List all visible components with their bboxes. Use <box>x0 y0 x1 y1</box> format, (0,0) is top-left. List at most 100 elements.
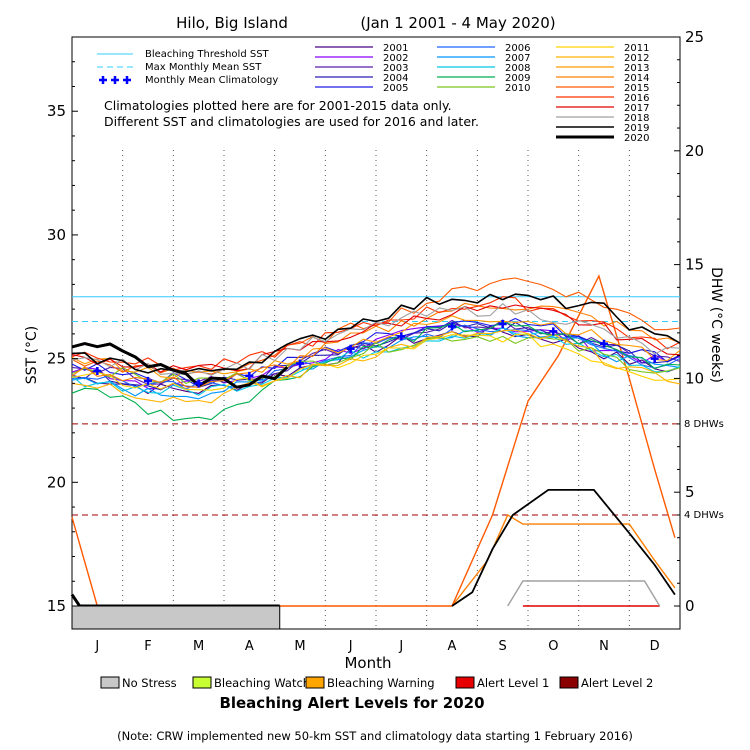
alert-legend-swatch <box>455 676 475 689</box>
x-tick-label: S <box>499 639 507 654</box>
legend-year-label: 2015 <box>624 83 649 94</box>
legend-year-label: 2003 <box>383 63 408 74</box>
y-tick-label-left: 20 <box>47 473 66 491</box>
alert-legend-label: No Stress <box>122 676 177 690</box>
sst-line-2009 <box>71 320 681 421</box>
legend-year-label: 2006 <box>505 43 530 54</box>
legend-year-label: 2020 <box>624 133 649 144</box>
alert-legend-label: Alert Level 2 <box>581 676 653 690</box>
x-tick-label: N <box>599 639 609 654</box>
chart-date-range: (Jan 1 2001 - 4 May 2020) <box>360 14 555 32</box>
x-tick-label: M <box>193 639 204 654</box>
legend-year-label: 2008 <box>505 63 530 74</box>
dhw-8-label: 8 DHWs <box>684 419 724 430</box>
legend-year-label: 2010 <box>505 83 530 94</box>
legend-ref-label: Bleaching Threshold SST <box>145 49 270 60</box>
alert-legend-swatch <box>559 676 579 689</box>
sst-line-2015 <box>71 277 681 375</box>
dhw-line-2019 <box>451 488 676 607</box>
x-tick-label: F <box>144 639 151 654</box>
climatology-marker <box>296 359 304 368</box>
alert-legend-label: Bleaching Watch <box>214 676 310 690</box>
y-tick-label-left: 30 <box>47 226 66 244</box>
alert-legend-label: Alert Level 1 <box>477 676 549 690</box>
y-axis-label-left: SST (°C) <box>24 326 40 384</box>
legend-year-label: 2001 <box>383 43 408 54</box>
legend-year-label: 2002 <box>383 53 408 64</box>
legend-year-label: 2014 <box>624 73 649 84</box>
legend: Bleaching Threshold SST Max Monthly Mean … <box>97 43 649 144</box>
sst-line-2012 <box>71 329 681 404</box>
legend-year-label: 2009 <box>505 73 530 84</box>
x-tick-label: D <box>650 639 660 654</box>
x-tick-label: A <box>448 639 457 654</box>
climatology-marker <box>346 344 355 353</box>
sst-line-2020 <box>71 342 289 389</box>
y-tick-label-right: 5 <box>685 483 695 501</box>
legend-year-label: 2004 <box>383 73 408 84</box>
y-tick-label-right: 25 <box>685 28 704 46</box>
legend-year-label: 2016 <box>624 93 649 104</box>
alert-legend-swatch <box>305 676 325 689</box>
sst-series <box>71 277 681 421</box>
x-tick-label: A <box>245 639 254 654</box>
x-tick-label: J <box>348 639 353 654</box>
alert-bar-no-stress <box>71 605 281 630</box>
sst-line-2013 <box>71 315 681 379</box>
climatology-marker <box>549 327 558 336</box>
climatology-note-line-2: Different SST and climatologies are used… <box>104 114 479 129</box>
y-tick-label-right: 0 <box>685 597 695 615</box>
legend-year-label: 2017 <box>624 103 649 114</box>
alert-legend-label: Bleaching Warning <box>327 676 435 690</box>
alert-level-legend: No Stress Bleaching Watch Bleaching Warnin… <box>100 676 653 690</box>
legend-climatology-swatch <box>111 76 119 84</box>
legend-climatology-swatch <box>123 76 131 84</box>
axes: 15 20 25 30 35 0 5 10 15 20 25 J F M A M J J A S O N D <box>47 28 704 654</box>
legend-year-label: 2013 <box>624 63 649 74</box>
legend-ref-label: Monthly Mean Climatology <box>145 75 278 86</box>
legend-year-label: 2012 <box>624 53 649 64</box>
y-tick-label-left: 15 <box>47 597 66 615</box>
dhw-line-2018 <box>507 580 661 607</box>
sst-line-2018 <box>71 303 681 376</box>
footnote: (Note: CRW implemented new 50-km SST and… <box>117 729 633 743</box>
chart-title: Hilo, Big Island <box>176 14 288 32</box>
climatology-marker <box>245 371 254 380</box>
x-tick-label: M <box>294 639 305 654</box>
climatology-marker <box>93 366 102 375</box>
x-axis-label: Month <box>344 654 391 672</box>
x-tick-label: J <box>398 639 403 654</box>
y-axis-label-right: DHW (°C weeks) <box>708 267 724 383</box>
climatology-marker <box>194 379 203 388</box>
y-tick-label-right: 10 <box>685 369 704 387</box>
x-tick-label: J <box>94 639 99 654</box>
y-tick-label-left: 25 <box>47 350 66 368</box>
y-tick-label-right: 15 <box>685 256 704 274</box>
climatology-marker <box>397 332 406 341</box>
climatology-marker <box>498 319 507 328</box>
y-tick-label-left: 35 <box>47 102 66 120</box>
climatology-marker <box>448 322 456 331</box>
legend-year-label: 2019 <box>624 123 649 134</box>
alert-legend-swatch <box>192 676 212 689</box>
climatology-marker <box>144 376 152 385</box>
climatology-markers <box>93 319 659 388</box>
sst-line-2008 <box>71 326 681 396</box>
y-tick-label-right: 20 <box>685 142 704 160</box>
legend-climatology-swatch <box>99 76 107 84</box>
legend-year-label: 2018 <box>624 113 649 124</box>
alert-bar <box>71 605 281 630</box>
legend-year-label: 2005 <box>383 83 408 94</box>
alert-levels-title: Bleaching Alert Levels for 2020 <box>219 694 484 712</box>
climatology-marker <box>650 354 659 363</box>
sst-line-2011 <box>71 333 681 391</box>
climatology-note-line-1: Climatologies plotted here are for 2001-… <box>104 98 452 113</box>
climatology-marker <box>600 339 608 348</box>
legend-year-label: 2007 <box>505 53 530 64</box>
sst-line-2017 <box>71 304 681 373</box>
legend-ref-label: Max Monthly Mean SST <box>145 62 262 73</box>
sst-line-2002 <box>71 324 681 390</box>
x-tick-label: O <box>548 639 558 654</box>
dhw-4-label: 4 DHWs <box>684 510 724 521</box>
